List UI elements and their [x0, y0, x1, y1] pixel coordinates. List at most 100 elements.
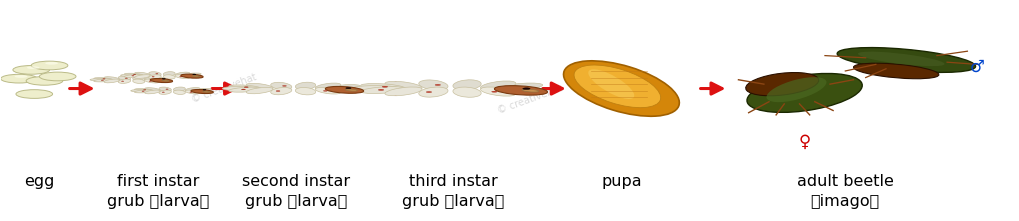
Ellipse shape — [296, 88, 316, 95]
Text: ♀: ♀ — [799, 133, 811, 151]
Ellipse shape — [26, 76, 63, 85]
Ellipse shape — [130, 90, 151, 92]
Ellipse shape — [193, 90, 211, 93]
Ellipse shape — [182, 73, 201, 76]
Ellipse shape — [345, 89, 358, 91]
Ellipse shape — [315, 83, 340, 90]
Ellipse shape — [419, 80, 448, 90]
Ellipse shape — [173, 87, 185, 91]
Ellipse shape — [135, 75, 150, 78]
Circle shape — [162, 78, 165, 79]
Circle shape — [382, 86, 387, 87]
Ellipse shape — [499, 87, 543, 94]
Ellipse shape — [385, 81, 422, 90]
Ellipse shape — [222, 86, 257, 91]
Ellipse shape — [159, 87, 171, 91]
Ellipse shape — [152, 79, 170, 82]
Ellipse shape — [747, 73, 862, 112]
Ellipse shape — [271, 82, 291, 90]
Ellipse shape — [124, 74, 143, 78]
Ellipse shape — [40, 72, 76, 81]
Text: second instar: second instar — [242, 174, 350, 189]
Circle shape — [426, 91, 432, 93]
Circle shape — [323, 90, 327, 91]
Circle shape — [245, 87, 249, 88]
Ellipse shape — [132, 76, 145, 80]
Ellipse shape — [499, 83, 543, 90]
Ellipse shape — [175, 75, 190, 78]
Ellipse shape — [175, 72, 190, 76]
Ellipse shape — [104, 79, 119, 83]
Ellipse shape — [94, 78, 113, 80]
Ellipse shape — [124, 73, 143, 76]
Circle shape — [193, 74, 196, 75]
Text: grub （larva）: grub （larva） — [403, 194, 504, 209]
Ellipse shape — [149, 75, 161, 79]
Text: adult beetle: adult beetle — [797, 174, 894, 189]
Circle shape — [435, 84, 440, 86]
Ellipse shape — [588, 69, 634, 99]
Ellipse shape — [746, 72, 818, 96]
Ellipse shape — [564, 61, 680, 116]
Ellipse shape — [13, 65, 50, 74]
Circle shape — [152, 76, 154, 77]
Circle shape — [179, 76, 182, 77]
Ellipse shape — [247, 88, 273, 94]
Circle shape — [121, 81, 123, 82]
Ellipse shape — [163, 75, 175, 79]
Ellipse shape — [452, 87, 481, 97]
Ellipse shape — [228, 85, 261, 90]
Ellipse shape — [135, 89, 153, 91]
Ellipse shape — [180, 74, 203, 78]
Ellipse shape — [385, 87, 422, 96]
Ellipse shape — [494, 86, 547, 95]
Ellipse shape — [352, 86, 399, 91]
Ellipse shape — [118, 76, 130, 80]
Ellipse shape — [118, 79, 130, 83]
Ellipse shape — [159, 90, 171, 94]
Circle shape — [378, 89, 384, 90]
Ellipse shape — [132, 79, 145, 84]
Ellipse shape — [149, 72, 161, 76]
Ellipse shape — [145, 90, 160, 94]
Ellipse shape — [228, 87, 261, 92]
Ellipse shape — [94, 79, 113, 82]
Ellipse shape — [838, 48, 975, 72]
Circle shape — [492, 91, 497, 92]
Text: grub （larva）: grub （larva） — [245, 194, 347, 209]
Ellipse shape — [173, 90, 185, 94]
Ellipse shape — [271, 88, 291, 95]
Ellipse shape — [452, 80, 481, 90]
Ellipse shape — [419, 87, 448, 97]
Text: © creativehat: © creativehat — [760, 72, 828, 105]
Ellipse shape — [858, 52, 945, 66]
Ellipse shape — [329, 85, 360, 90]
Text: ♂: ♂ — [970, 58, 985, 76]
Ellipse shape — [32, 61, 68, 70]
Circle shape — [345, 88, 352, 89]
Ellipse shape — [163, 72, 175, 76]
Ellipse shape — [247, 83, 273, 90]
Text: grub （larva）: grub （larva） — [107, 194, 210, 209]
Ellipse shape — [361, 87, 406, 93]
Ellipse shape — [315, 88, 340, 94]
Ellipse shape — [1, 74, 38, 83]
Ellipse shape — [135, 72, 150, 76]
Ellipse shape — [766, 77, 826, 102]
Text: pupa: pupa — [601, 174, 642, 189]
Ellipse shape — [104, 77, 119, 80]
Ellipse shape — [481, 87, 516, 96]
Circle shape — [242, 89, 246, 90]
Text: third instar: third instar — [410, 174, 498, 189]
Ellipse shape — [193, 88, 211, 91]
Ellipse shape — [329, 87, 360, 93]
Ellipse shape — [854, 63, 938, 79]
Ellipse shape — [325, 86, 364, 93]
Ellipse shape — [152, 77, 170, 80]
Ellipse shape — [145, 88, 160, 91]
Ellipse shape — [90, 78, 110, 81]
Ellipse shape — [45, 62, 58, 65]
Circle shape — [166, 89, 168, 90]
Ellipse shape — [120, 74, 141, 77]
Ellipse shape — [522, 89, 539, 92]
